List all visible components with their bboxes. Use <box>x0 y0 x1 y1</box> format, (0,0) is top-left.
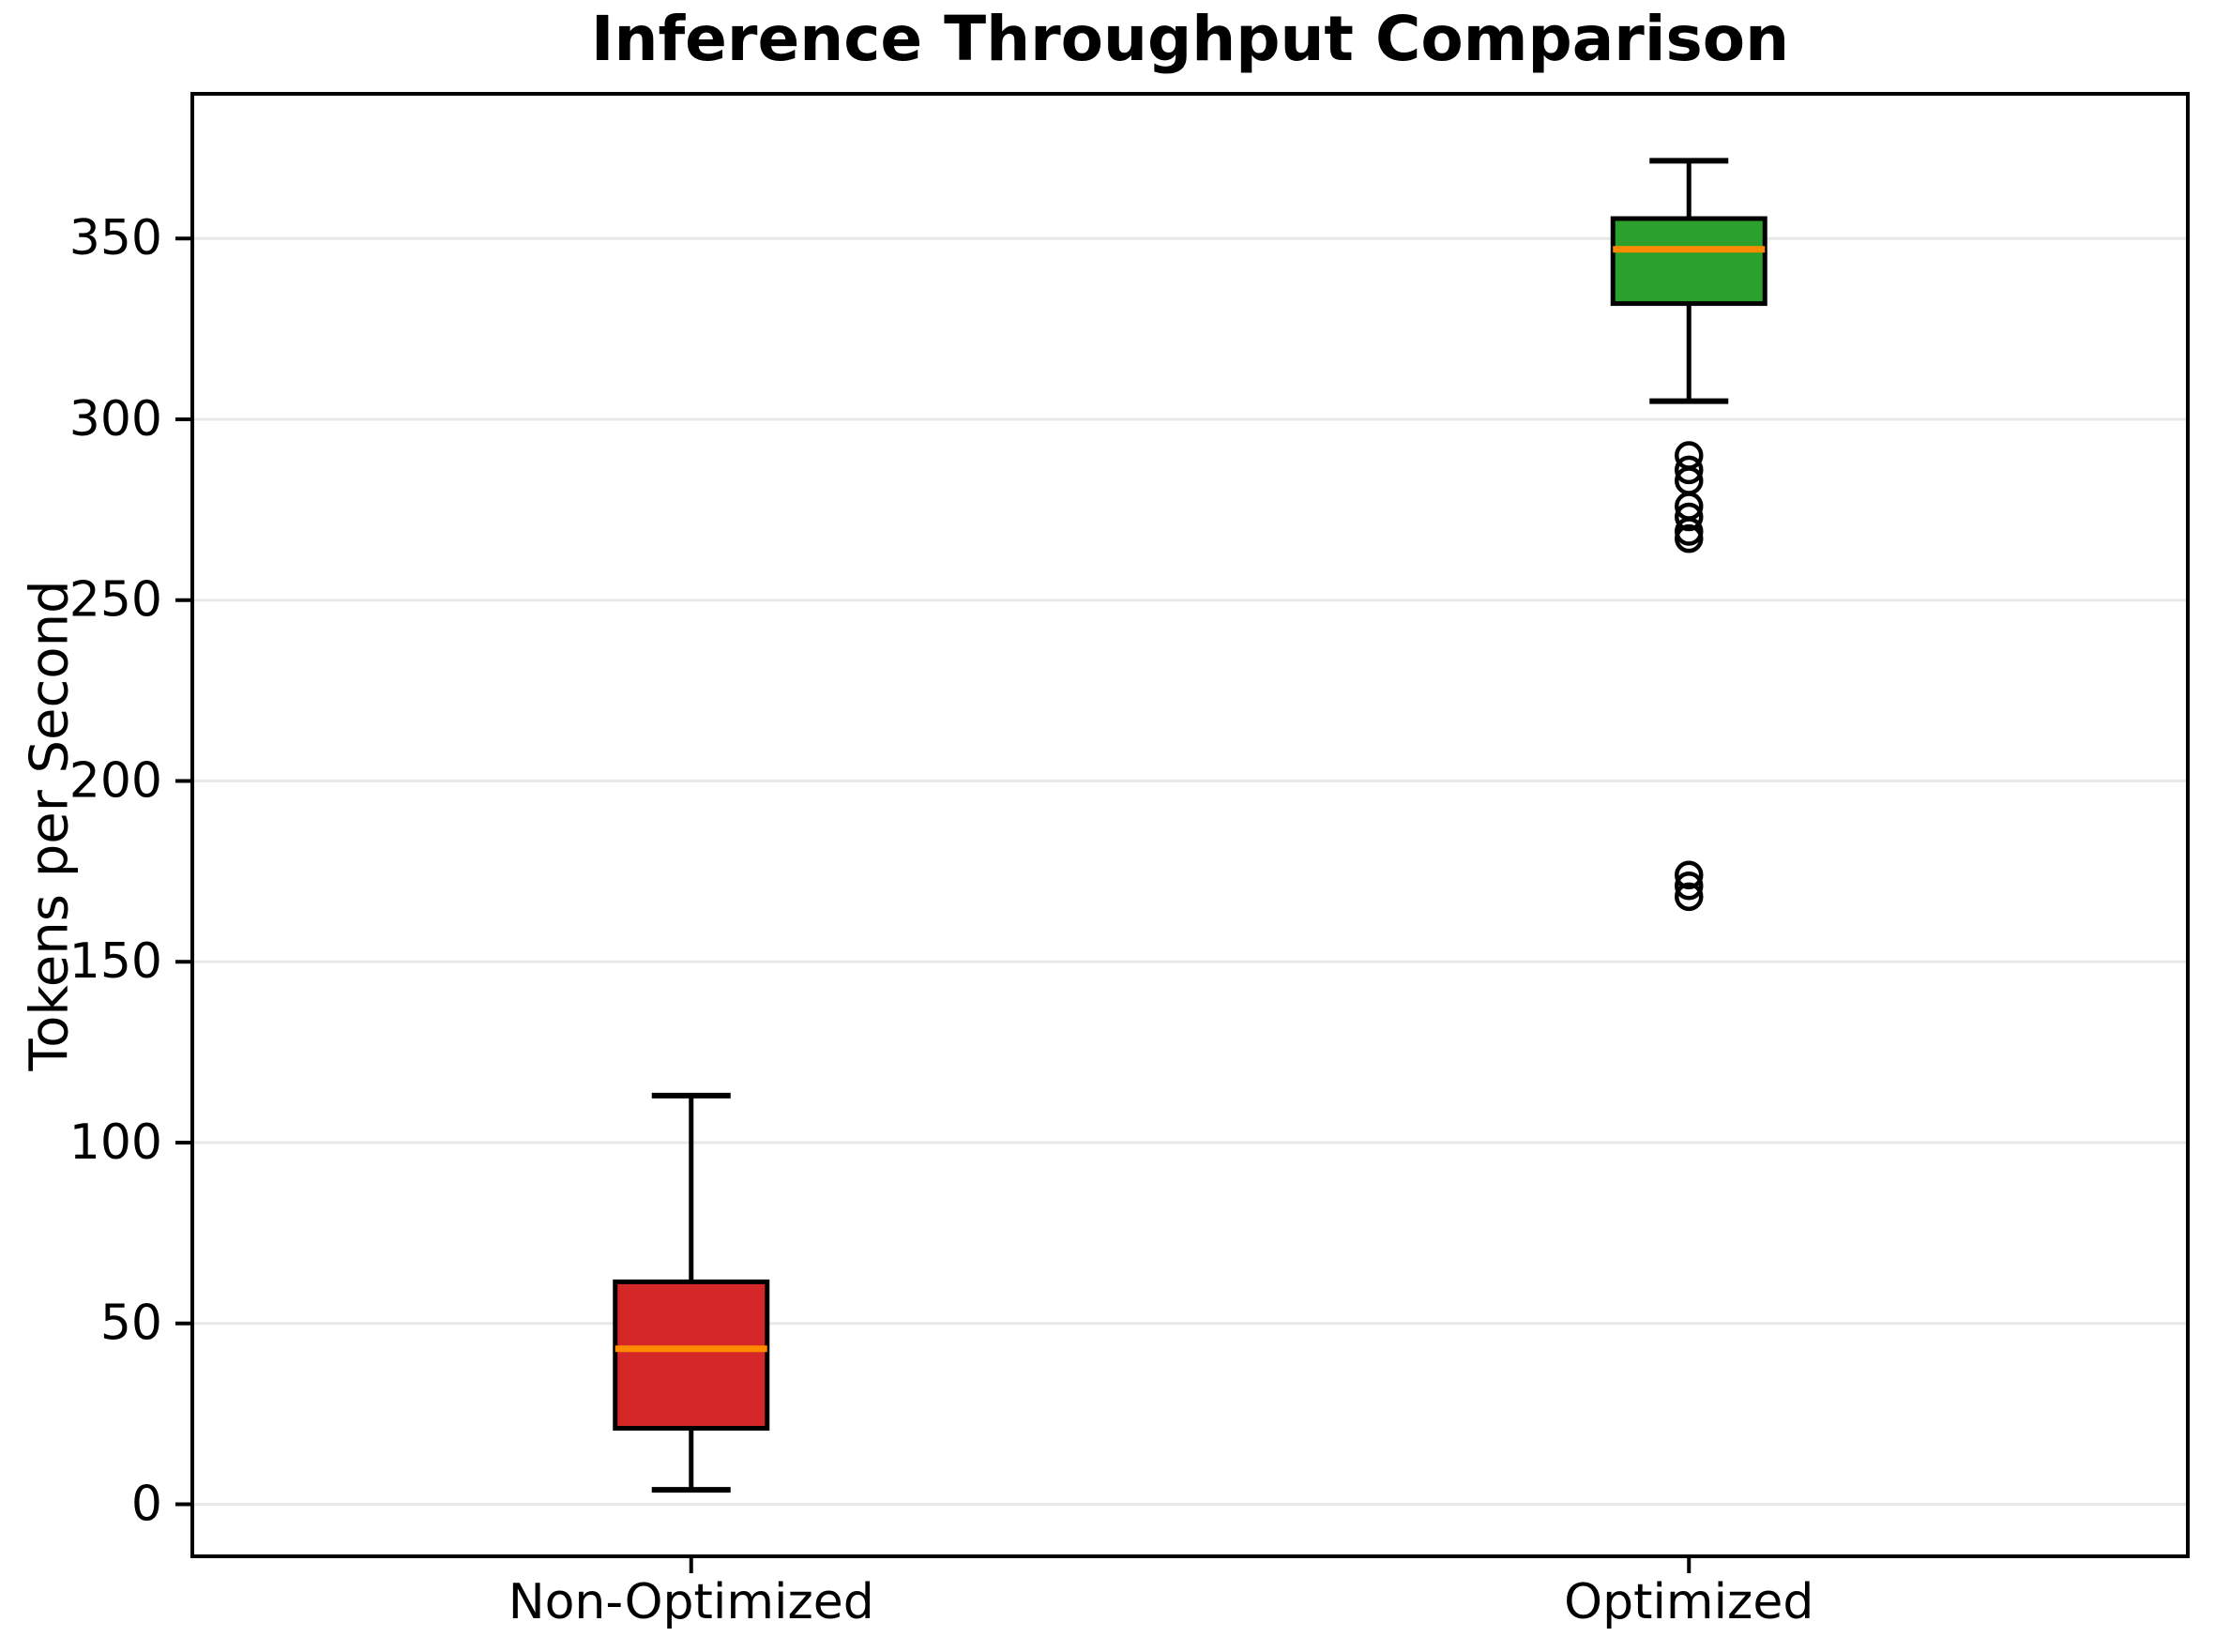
box-non-optimized <box>613 1279 770 1432</box>
outlier-optimized-8 <box>1675 871 1704 901</box>
outlier-optimized-9 <box>1675 882 1704 912</box>
y-tick-label-0: 0 <box>131 1476 162 1532</box>
y-tick-label-100: 100 <box>69 1114 162 1171</box>
y-tick-label-150: 150 <box>69 933 162 990</box>
box-optimized <box>1610 216 1767 307</box>
outlier-optimized-7 <box>1675 860 1704 889</box>
x-tick-label-optimized: Optimized <box>1564 1574 1813 1630</box>
outlier-optimized-6 <box>1675 523 1704 553</box>
y-tick-label-300: 300 <box>69 391 162 447</box>
y-tick-label-350: 350 <box>69 210 162 266</box>
y-tick-label-200: 200 <box>69 752 162 809</box>
plot-border <box>190 92 2190 1558</box>
y-tick-label-250: 250 <box>69 572 162 629</box>
y-tick-label-50: 50 <box>100 1296 162 1352</box>
outlier-optimized-1 <box>1675 455 1704 485</box>
chart-title: Inference Throughput Comparison <box>590 3 1790 75</box>
x-tick-label-non-optimized: Non-Optimized <box>508 1574 874 1630</box>
outlier-optimized-4 <box>1675 502 1704 532</box>
